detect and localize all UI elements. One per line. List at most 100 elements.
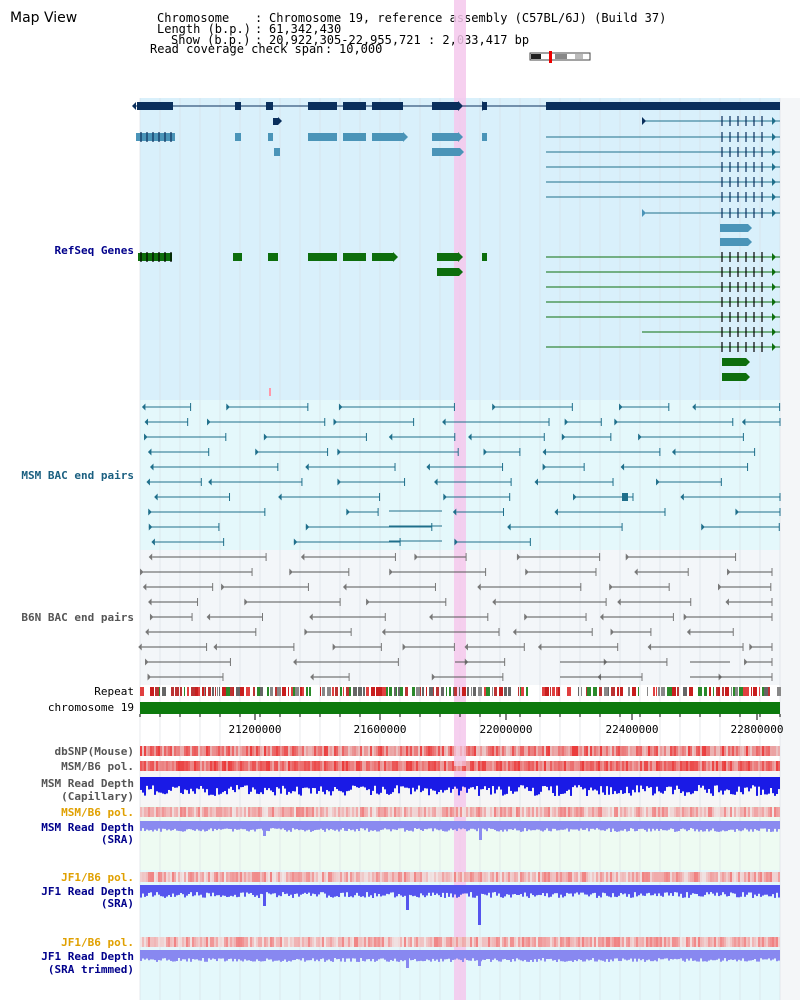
msm-b6-pol-heat-cell bbox=[246, 761, 248, 771]
msm-b6-pol-heat-cell bbox=[622, 761, 624, 771]
msm-b6-pol-heat-cell bbox=[500, 761, 502, 771]
dbsnp-heat-cell bbox=[484, 746, 486, 756]
msm-b6-pol-heat-cell bbox=[422, 761, 424, 771]
msm-b6-pol-heat-cell bbox=[342, 761, 344, 771]
msm-depth-sra-bar bbox=[350, 828, 352, 831]
track-label-msm-b6-pol-2[interactable]: MSM/B6 pol. bbox=[61, 806, 134, 819]
track-label-jf1-b6-pol-1[interactable]: JF1/B6 pol. bbox=[61, 871, 134, 884]
msm-depth-sra-bar bbox=[416, 828, 418, 830]
msm-b6-pol-heat-cell bbox=[726, 761, 728, 771]
jf1-b6-pol-heat-cell bbox=[574, 872, 576, 882]
jf1-depth-trimmed-bar bbox=[354, 958, 356, 959]
jf1-depth-sra-bar bbox=[176, 892, 178, 896]
jf1-depth-sra-bar bbox=[444, 892, 446, 898]
msm-b6-pol-heat-cell bbox=[200, 807, 202, 817]
jf1-b6-pol-heat-cell bbox=[742, 937, 744, 947]
msm-b6-pol-heat-cell bbox=[618, 807, 620, 817]
track-label-jf1-b6-pol-2[interactable]: JF1/B6 pol. bbox=[61, 936, 134, 949]
chromosome-bar bbox=[140, 702, 780, 714]
jf1-b6-pol-heat-cell bbox=[162, 872, 164, 882]
repeat-element bbox=[219, 687, 220, 696]
msm-b6-pol-heat-cell bbox=[220, 761, 222, 771]
jf1-depth-trimmed-bar bbox=[402, 958, 404, 962]
msm-depth-capillary-bar bbox=[584, 785, 586, 789]
msm-b6-pol-heat-cell bbox=[510, 761, 512, 771]
jf1-b6-pol-heat-cell bbox=[550, 937, 552, 947]
jf1-b6-pol-heat-cell bbox=[758, 937, 760, 947]
msm-b6-pol-heat-cell bbox=[728, 761, 730, 771]
jf1-b6-pol-heat-cell bbox=[154, 937, 156, 947]
track-label-msm-depth-sra[interactable]: MSM Read Depth bbox=[41, 821, 134, 834]
msm-b6-pol-heat-cell bbox=[374, 807, 376, 817]
jf1-b6-pol-heat-cell bbox=[282, 872, 284, 882]
msm-b6-pol-heat-cell bbox=[678, 807, 680, 817]
jf1-b6-pol-heat-cell bbox=[468, 937, 470, 947]
msm-b6-pol-heat-cell bbox=[716, 807, 718, 817]
jf1-depth-sra-bar bbox=[694, 892, 696, 894]
msm-b6-pol-heat-cell bbox=[742, 761, 744, 771]
msm-depth-sra-bar bbox=[622, 828, 624, 831]
msm-depth-capillary-bar bbox=[372, 785, 374, 791]
track-label-refseq[interactable]: RefSeq Genes bbox=[54, 244, 134, 257]
jf1-depth-trimmed-bar bbox=[258, 958, 260, 961]
msm-b6-pol-heat-cell bbox=[306, 807, 308, 817]
b6n-bac-end bbox=[221, 583, 225, 591]
repeat-element bbox=[267, 687, 269, 696]
jf1-b6-pol-heat-cell bbox=[438, 872, 440, 882]
jf1-depth-sra-bar bbox=[172, 892, 174, 894]
msm-depth-capillary-bar bbox=[764, 785, 766, 795]
track-label-dbsnp[interactable]: dbSNP(Mouse) bbox=[54, 745, 134, 758]
jf1-b6-pol-heat-cell bbox=[438, 937, 440, 947]
msm-depth-sra-bar bbox=[448, 828, 450, 831]
msm-bac-end bbox=[337, 478, 341, 486]
msm-b6-pol-heat-cell bbox=[710, 761, 712, 771]
jf1-depth-sra-bar bbox=[412, 892, 414, 897]
msm-b6-pol-heat-cell bbox=[310, 761, 312, 771]
msm-depth-capillary-bar bbox=[622, 785, 624, 794]
track-label-msm-bac[interactable]: MSM BAC end pairs bbox=[21, 469, 134, 482]
dbsnp-heat-cell bbox=[754, 746, 756, 756]
msm-b6-pol-heat-cell bbox=[232, 807, 234, 817]
jf1-b6-pol-heat-cell bbox=[276, 937, 278, 947]
msm-depth-capillary-bar bbox=[260, 785, 262, 793]
jf1-b6-pol-heat-cell bbox=[724, 937, 726, 947]
msm-depth-capillary-bar bbox=[494, 785, 496, 794]
msm-depth-capillary-bar bbox=[690, 785, 692, 795]
repeat-element bbox=[327, 687, 331, 696]
msm-b6-pol-heat-cell bbox=[550, 807, 552, 817]
track-label-jf1-depth-trim[interactable]: JF1 Read Depth bbox=[41, 950, 134, 963]
jf1-b6-pol-heat-cell bbox=[516, 937, 518, 947]
msm-b6-pol-heat-cell bbox=[282, 807, 284, 817]
msm-b6-pol-heat-cell bbox=[202, 807, 204, 817]
track-label-b6n-bac[interactable]: B6N BAC end pairs bbox=[21, 611, 134, 624]
track-label-jf1-depth-sra[interactable]: JF1 Read Depth bbox=[41, 885, 134, 898]
dbsnp-heat-cell bbox=[340, 746, 342, 756]
msm-depth-sra-bar bbox=[550, 828, 552, 832]
jf1-depth-sra-bar bbox=[382, 892, 384, 896]
msm-b6-pol-heat-cell bbox=[520, 807, 522, 817]
jf1-b6-pol-heat-cell bbox=[596, 937, 598, 947]
msm-depth-capillary-bar bbox=[718, 785, 720, 793]
msm-depth-sra-bar bbox=[772, 828, 774, 832]
msm-bac-end bbox=[564, 418, 569, 426]
msm-depth-capillary-bar bbox=[310, 785, 312, 794]
refseq-gene-exon bbox=[432, 133, 458, 141]
jf1-depth-trimmed-bar bbox=[636, 958, 638, 962]
msm-depth-sra-bar bbox=[468, 828, 470, 831]
jf1-b6-pol-heat-cell bbox=[212, 872, 214, 882]
msm-depth-capillary-bar bbox=[406, 785, 408, 788]
track-label-msm-b6-pol-1[interactable]: MSM/B6 pol. bbox=[61, 760, 134, 773]
track-label-msm-depth-cap[interactable]: MSM Read Depth bbox=[41, 777, 134, 790]
jf1-depth-trimmed-bar bbox=[638, 958, 640, 959]
dbsnp-heat-cell bbox=[594, 746, 596, 756]
msm-b6-pol-heat-cell bbox=[214, 761, 216, 771]
jf1-b6-pol-heat-cell bbox=[500, 872, 502, 882]
jf1-depth-sra-bar bbox=[508, 892, 510, 895]
jf1-depth-trimmed-bar bbox=[594, 958, 596, 962]
jf1-depth-sra-bar bbox=[370, 892, 372, 896]
msm-depth-sra-bar bbox=[610, 828, 612, 832]
dbsnp-heat-cell bbox=[442, 746, 444, 756]
repeat-element bbox=[670, 687, 672, 696]
jf1-b6-pol-heat-cell bbox=[660, 937, 662, 947]
